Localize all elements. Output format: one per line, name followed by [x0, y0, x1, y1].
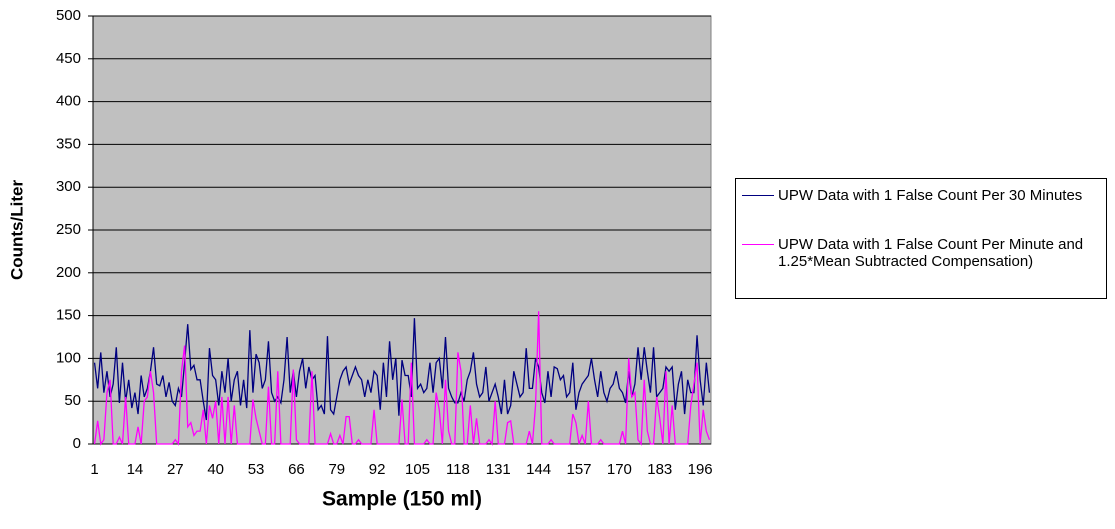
x-tick-label: 92 [369, 461, 386, 478]
y-tick-label: 100 [56, 349, 81, 366]
y-tick-label: 300 [56, 178, 81, 195]
legend-label: UPW Data with 1 False Count Per 30 Minut… [778, 187, 1083, 204]
y-tick-label: 400 [56, 93, 81, 110]
y-tick-label: 0 [73, 435, 81, 452]
legend-entry: UPW Data with 1 False Count Per Minute a… [742, 236, 1106, 270]
legend-swatch [742, 244, 774, 245]
y-tick-label: 350 [56, 135, 81, 152]
y-tick-label: 450 [56, 50, 81, 67]
series-line [93, 311, 711, 446]
y-tick-label: 50 [64, 392, 81, 409]
x-tick-label: 14 [127, 461, 144, 478]
x-tick-label: 196 [688, 461, 713, 478]
y-tick-label: 250 [56, 221, 81, 238]
x-tick-label: 53 [248, 461, 265, 478]
y-tick-label: 150 [56, 307, 81, 324]
y-tick-label: 200 [56, 264, 81, 281]
legend-swatch [742, 195, 774, 196]
x-tick-label: 1 [90, 461, 98, 478]
x-tick-label: 157 [566, 461, 591, 478]
series-line [93, 318, 711, 421]
x-tick-label: 118 [446, 461, 470, 478]
x-tick-label: 105 [405, 461, 430, 478]
x-tick-label: 144 [526, 461, 551, 478]
legend: UPW Data with 1 False Count Per 30 Minut… [735, 178, 1107, 299]
y-tick-label: 500 [56, 7, 81, 24]
x-tick-label: 79 [328, 461, 345, 478]
x-tick-label: 27 [167, 461, 184, 478]
x-tick-label: 40 [207, 461, 224, 478]
x-tick-label: 131 [486, 461, 511, 478]
x-tick-label: 183 [647, 461, 672, 478]
x-axis-title: Sample (150 ml) [322, 488, 482, 511]
y-axis-title: Counts/Liter [7, 180, 26, 280]
legend-label: UPW Data with 1 False Count Per Minute a… [778, 236, 1084, 270]
legend-entry: UPW Data with 1 False Count Per 30 Minut… [742, 187, 1106, 204]
x-tick-label: 66 [288, 461, 305, 478]
x-tick-label: 170 [607, 461, 632, 478]
